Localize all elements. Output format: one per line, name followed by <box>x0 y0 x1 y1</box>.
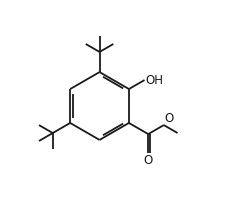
Text: O: O <box>144 154 153 167</box>
Text: O: O <box>164 112 173 125</box>
Text: OH: OH <box>145 74 163 86</box>
